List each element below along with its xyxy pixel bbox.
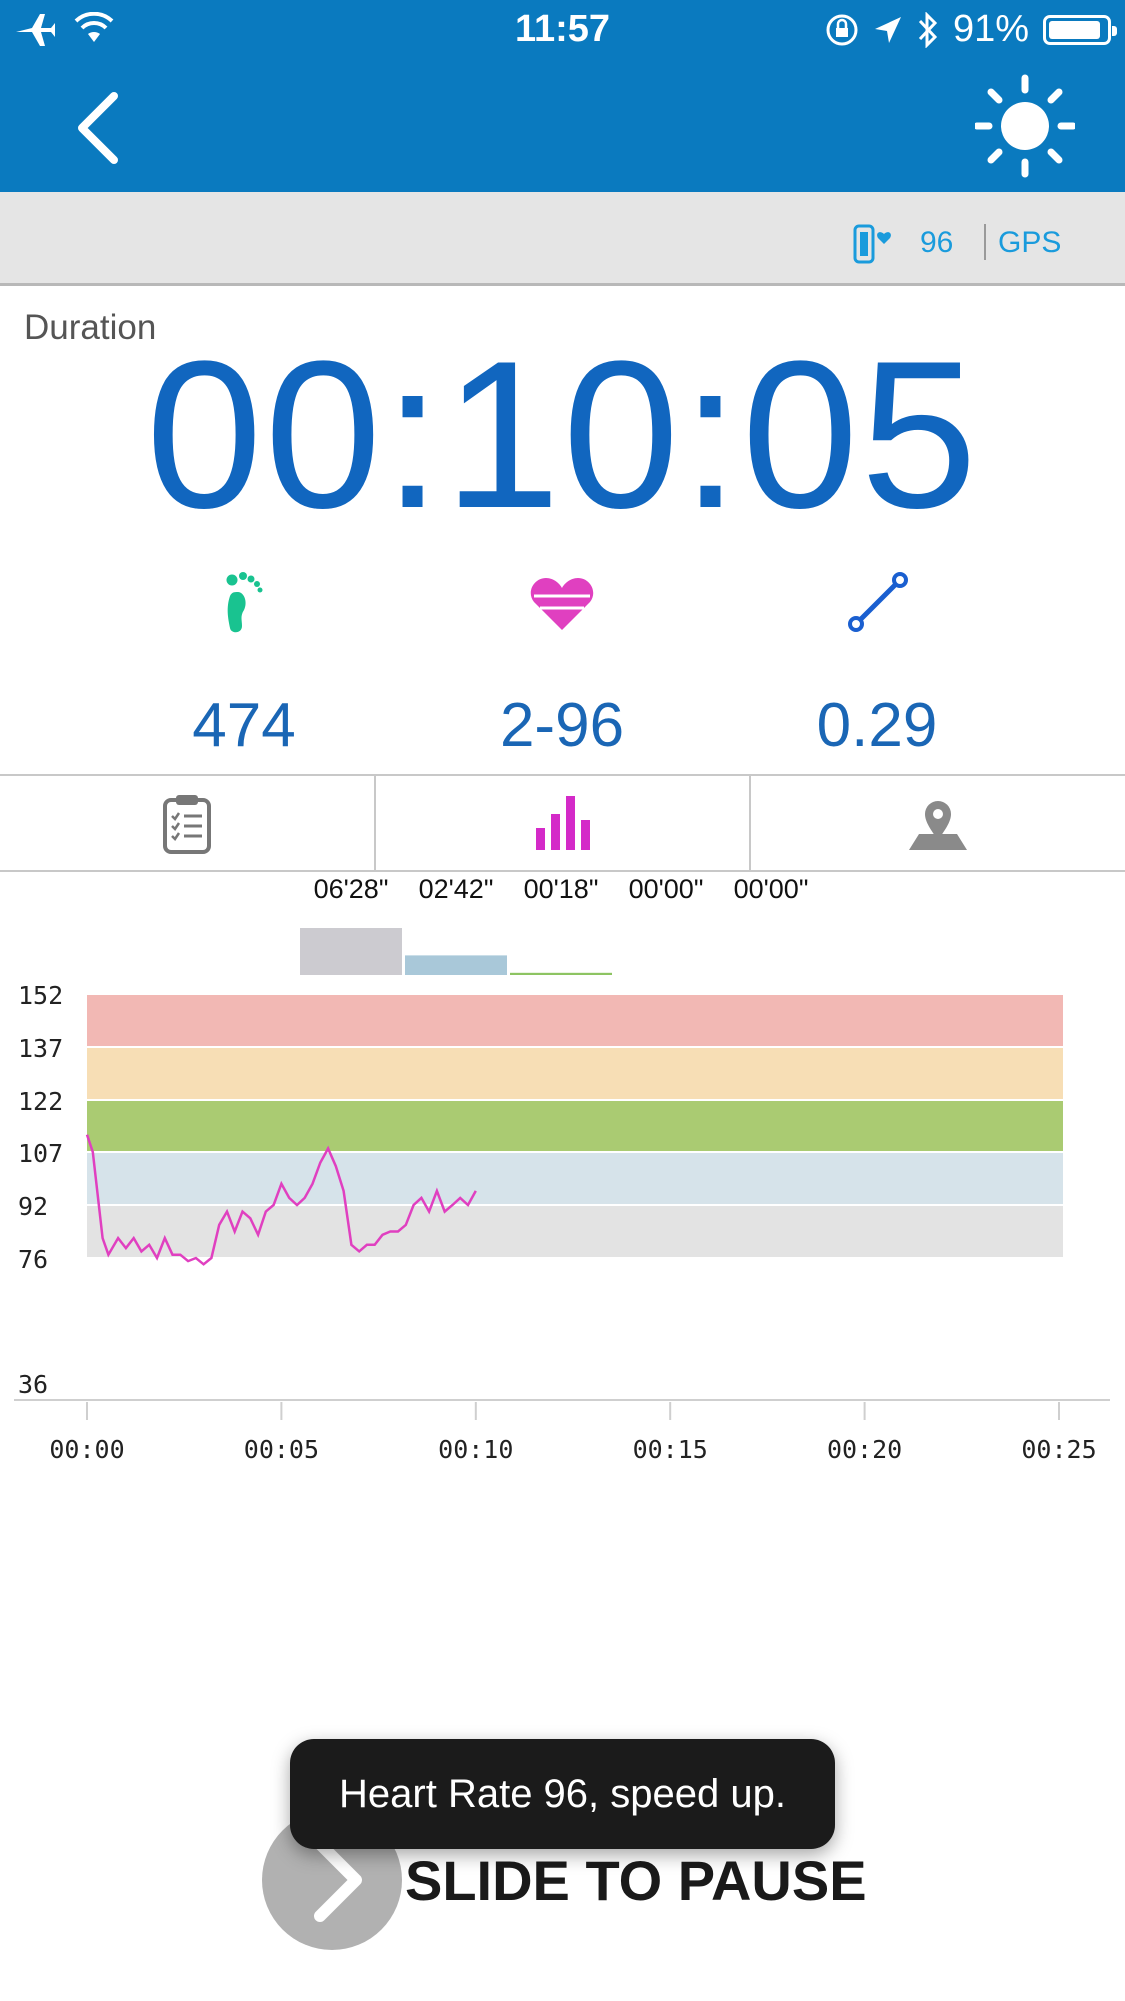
divider — [984, 224, 986, 260]
map-pin-icon — [909, 801, 968, 850]
nav-bar — [0, 60, 1125, 192]
brightness-button[interactable] — [975, 70, 1075, 180]
hr-zone-band — [87, 1153, 1063, 1204]
hr-zone-band — [87, 1101, 1063, 1151]
y-tick-label: 36 — [18, 1370, 48, 1399]
bluetooth-icon — [918, 11, 938, 48]
x-tick-label: 00:15 — [633, 1435, 708, 1464]
y-tick-label: 122 — [18, 1087, 63, 1116]
x-tick-label: 00:10 — [438, 1435, 513, 1464]
battery-icon — [1043, 14, 1117, 45]
hr-zone-band — [87, 995, 1063, 1046]
location-arrow-icon — [874, 16, 901, 43]
band-heart-rate: 96 — [920, 226, 954, 259]
status-right: 91% — [825, 8, 1117, 51]
zone-duration-bar — [300, 928, 402, 975]
zone-duration-bar — [510, 972, 612, 975]
distance-icon — [848, 572, 908, 632]
zone-time-label: 02'42" — [419, 874, 494, 904]
status-time: 11:57 — [514, 8, 611, 50]
duration-label: Duration — [24, 308, 157, 347]
heart-rate-range-value: 2-96 — [499, 691, 625, 760]
zone-time-label: 00'18" — [524, 874, 599, 904]
zone-time-label: 06'28" — [314, 874, 389, 904]
bar-chart-icon — [535, 796, 590, 850]
tab-summary[interactable] — [0, 776, 374, 870]
hr-zone-band — [87, 1206, 1063, 1257]
heart-rate-chart: 06'28" 02'42" 00'18" 00'00" 00'00" 152 137 122 1… — [14, 874, 1110, 1464]
distance-value: 0.29 — [816, 691, 938, 760]
band-heart-icon — [853, 224, 891, 264]
zone-time-label: 00'00" — [734, 874, 809, 904]
gps-label: GPS — [998, 226, 1062, 259]
x-tick-label: 00:05 — [244, 1435, 319, 1464]
wifi-icon — [74, 12, 114, 42]
tab-map[interactable] — [749, 776, 1125, 870]
heart-icon — [530, 578, 594, 630]
x-tick-label: 00:20 — [827, 1435, 902, 1464]
device-status-bar: 96 GPS — [0, 192, 1125, 286]
view-tabs — [0, 774, 1125, 872]
clipboard-icon — [162, 795, 211, 854]
y-tick-label: 152 — [18, 981, 63, 1010]
zone-time-label: 00'00" — [629, 874, 704, 904]
y-tick-label: 92 — [18, 1192, 48, 1221]
duration-value: 00:10:05 — [145, 317, 980, 552]
rotation-lock-icon — [826, 14, 858, 45]
y-tick-label: 107 — [18, 1139, 63, 1168]
x-tick-label: 00:25 — [1021, 1435, 1096, 1464]
y-tick-label: 137 — [18, 1034, 63, 1063]
chevron-right-icon — [314, 1838, 362, 1922]
x-tick-label: 00:00 — [49, 1435, 124, 1464]
steps-value: 474 — [192, 691, 296, 760]
slide-to-pause-label: SLIDE TO PAUSE — [405, 1849, 867, 1912]
toast-message: Heart Rate 96, speed up. — [290, 1739, 835, 1849]
tab-heart-rate-chart[interactable] — [373, 776, 750, 870]
footprint-icon — [226, 572, 263, 633]
battery-percent: 91% — [952, 8, 1029, 50]
zone-duration-bar — [405, 955, 507, 975]
y-tick-label: 76 — [18, 1245, 48, 1274]
heart-rate-line — [85, 1134, 477, 1266]
airplane-icon — [16, 14, 55, 46]
hr-zone-band — [87, 1048, 1063, 1099]
back-button[interactable] — [62, 88, 142, 168]
status-bar: 11:57 91% — [0, 0, 1125, 60]
